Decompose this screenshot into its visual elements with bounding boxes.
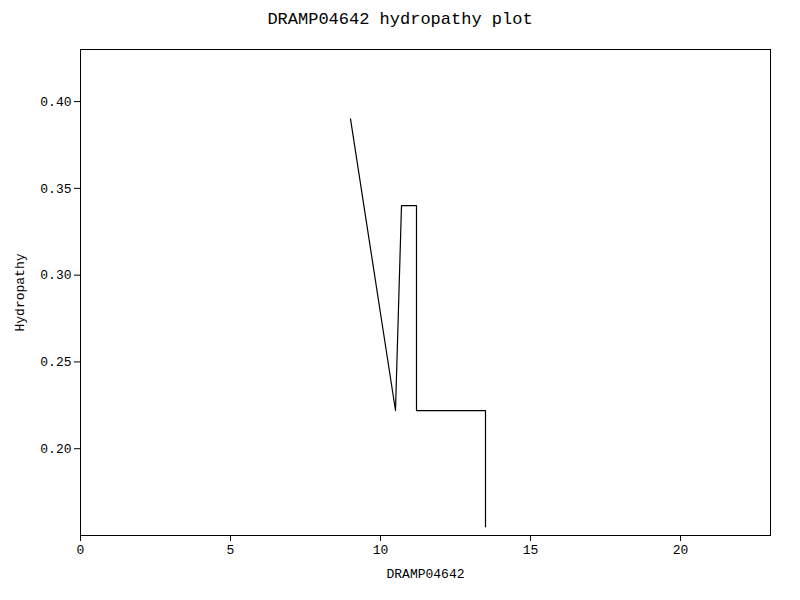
- svg-text:0: 0: [77, 543, 85, 558]
- svg-text:15: 15: [523, 543, 539, 558]
- html-text:DRAMP04642 hydropathy plot: DRAMP04642 hydropathy plot: [267, 10, 533, 29]
- svg-text:0.40: 0.40: [40, 95, 71, 110]
- svg-text:5: 5: [227, 543, 235, 558]
- svg-text:0.35: 0.35: [40, 182, 71, 197]
- svg-text:0.20: 0.20: [40, 442, 71, 457]
- svg-text:Hydropathy: Hydropathy: [13, 253, 28, 331]
- svg-text:10: 10: [373, 543, 389, 558]
- svg-text:DRAMP04642: DRAMP04642: [386, 567, 464, 582]
- svg-text:0.30: 0.30: [40, 268, 71, 283]
- svg-text:20: 20: [673, 543, 689, 558]
- svg-text:0.25: 0.25: [40, 355, 71, 370]
